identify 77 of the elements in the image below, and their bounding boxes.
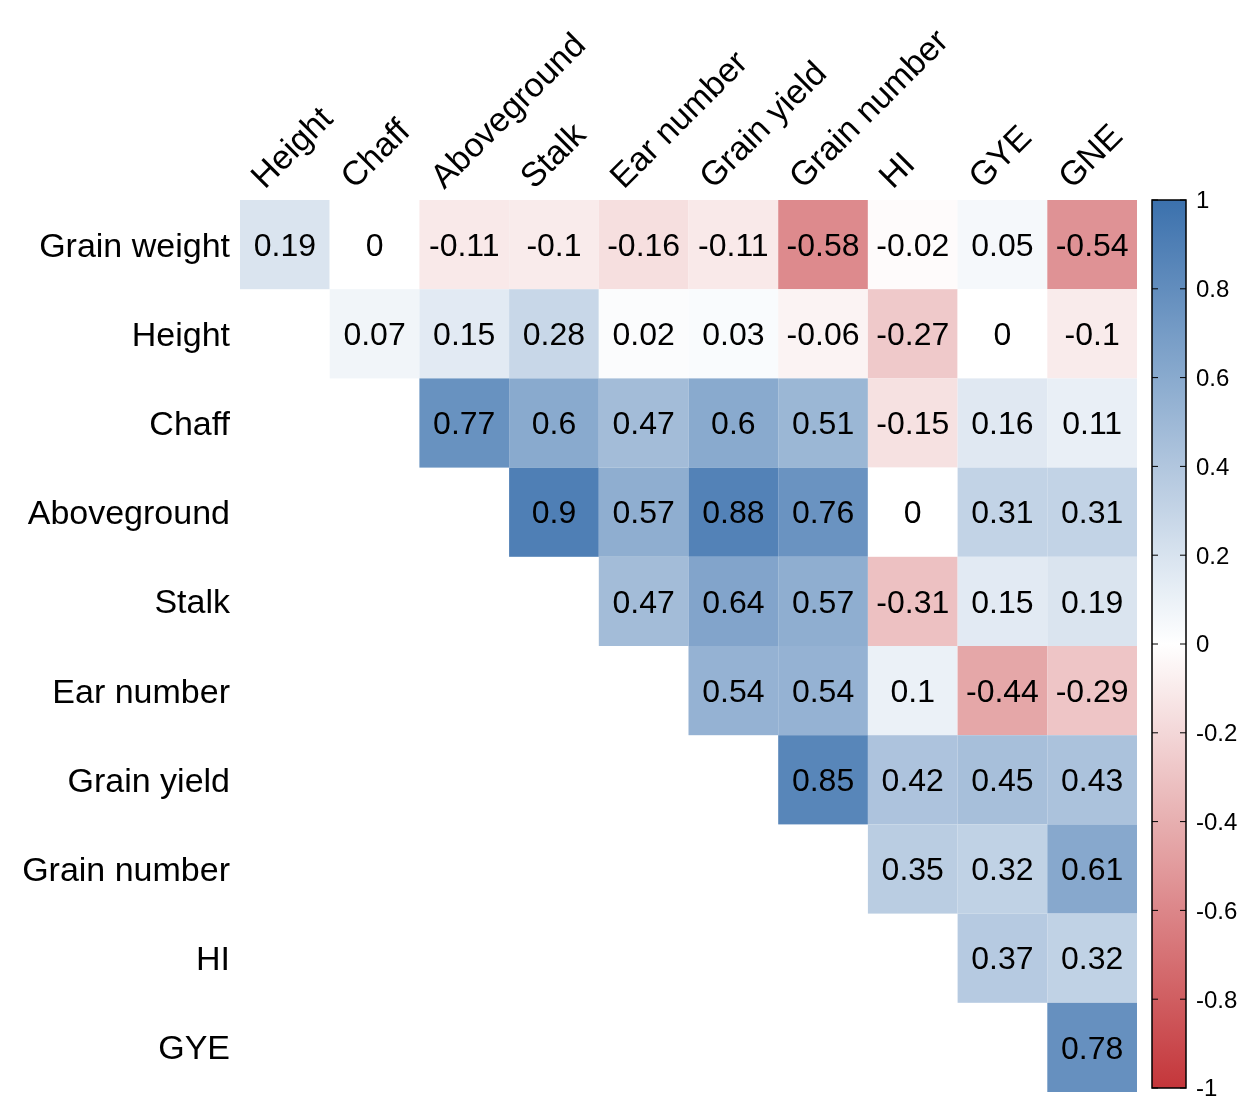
data-label: 0.19 bbox=[253, 226, 316, 263]
data-label: 0.64 bbox=[702, 583, 765, 620]
data-label: 0.43 bbox=[1061, 762, 1124, 798]
data-label: 0.78 bbox=[1061, 1029, 1124, 1066]
data-label: 0.45 bbox=[971, 762, 1034, 798]
x-tick-label: HI bbox=[870, 144, 922, 195]
y-tick-label: Grain yield bbox=[67, 760, 230, 799]
color-bar-label: -1 bbox=[1196, 1074, 1218, 1102]
data-label: 0.57 bbox=[791, 583, 855, 620]
data-label: 0.16 bbox=[971, 405, 1034, 442]
data-label: -0.58 bbox=[786, 226, 860, 263]
data-label: -0.31 bbox=[876, 583, 950, 620]
data-label: 0 bbox=[993, 316, 1012, 352]
data-label: 0.15 bbox=[971, 583, 1034, 620]
data-label: 0.47 bbox=[612, 583, 675, 620]
data-label: 0.76 bbox=[791, 494, 855, 531]
data-label: 0.42 bbox=[881, 762, 944, 798]
data-label: 0 bbox=[903, 494, 922, 531]
color-bar-label: 0.6 bbox=[1196, 364, 1230, 391]
data-label: -0.29 bbox=[1055, 672, 1129, 709]
data-label: -0.44 bbox=[965, 672, 1039, 709]
data-label: -0.11 bbox=[698, 226, 769, 263]
color-bar-label: 0.4 bbox=[1196, 452, 1230, 480]
color-bar-label: 1 bbox=[1196, 186, 1210, 214]
y-tick-label: Aboveground bbox=[27, 493, 230, 532]
data-label: 0.51 bbox=[791, 405, 855, 442]
data-label: 0.1 bbox=[890, 672, 935, 709]
y-tick-label: Chaff bbox=[149, 403, 231, 442]
data-label: 0.35 bbox=[881, 851, 944, 888]
data-label: 0.03 bbox=[702, 316, 765, 352]
data-label: 0.54 bbox=[791, 672, 855, 709]
data-label: 0.19 bbox=[1061, 583, 1124, 620]
data-label: 0.6 bbox=[531, 405, 577, 442]
data-label: 0.37 bbox=[971, 940, 1034, 977]
color-bar-label: 0 bbox=[1196, 630, 1210, 658]
data-label: 0 bbox=[365, 226, 384, 263]
data-label: 0.32 bbox=[971, 851, 1034, 888]
data-label: 0.31 bbox=[971, 494, 1034, 531]
data-label: -0.15 bbox=[876, 405, 950, 442]
data-label: -0.06 bbox=[786, 316, 860, 352]
y-tick-label: GYE bbox=[158, 1028, 230, 1067]
data-label: 0.88 bbox=[702, 494, 765, 531]
data-label: 0.61 bbox=[1061, 851, 1124, 888]
data-label: -0.1 bbox=[526, 226, 582, 263]
y-tick-label: HI bbox=[196, 939, 230, 978]
data-label: 0.9 bbox=[531, 494, 577, 531]
data-label: 0.85 bbox=[791, 762, 855, 798]
data-label: 0.6 bbox=[711, 405, 756, 442]
data-label: 0.11 bbox=[1062, 405, 1123, 442]
data-label: -0.16 bbox=[607, 226, 681, 263]
data-label: 0.57 bbox=[612, 494, 675, 531]
y-tick-label: Ear number bbox=[52, 671, 230, 710]
data-label: -0.02 bbox=[876, 226, 950, 263]
color-bar-label: -0.4 bbox=[1196, 808, 1238, 835]
color-bar-label: -0.2 bbox=[1196, 719, 1238, 747]
y-tick-label: Grain weight bbox=[39, 225, 231, 264]
data-label: 0.54 bbox=[702, 672, 765, 709]
y-tick-label: Stalk bbox=[154, 582, 231, 621]
data-label: -0.54 bbox=[1055, 226, 1129, 263]
y-tick-label: Height bbox=[131, 314, 231, 353]
color-bar-label: -0.6 bbox=[1196, 896, 1238, 924]
color-bar-label: 0.8 bbox=[1196, 275, 1230, 303]
data-label: 0.07 bbox=[343, 316, 406, 352]
data-label: 0.31 bbox=[1061, 494, 1124, 531]
data-label: 0.77 bbox=[433, 405, 496, 442]
data-label: 0.47 bbox=[612, 405, 675, 442]
color-bar-label: -0.8 bbox=[1196, 985, 1238, 1013]
data-label: 0.15 bbox=[433, 316, 496, 352]
data-label: 0.32 bbox=[1061, 940, 1124, 977]
data-label: -0.27 bbox=[876, 316, 950, 352]
y-tick-label: Grain number bbox=[22, 849, 230, 888]
data-label: 0.05 bbox=[971, 226, 1034, 263]
data-label: 0.28 bbox=[522, 316, 586, 352]
data-label: 0.02 bbox=[612, 316, 675, 352]
data-label: -0.11 bbox=[428, 226, 500, 263]
color-bar-label: 0.2 bbox=[1196, 541, 1230, 569]
data-label: -0.1 bbox=[1064, 316, 1120, 352]
